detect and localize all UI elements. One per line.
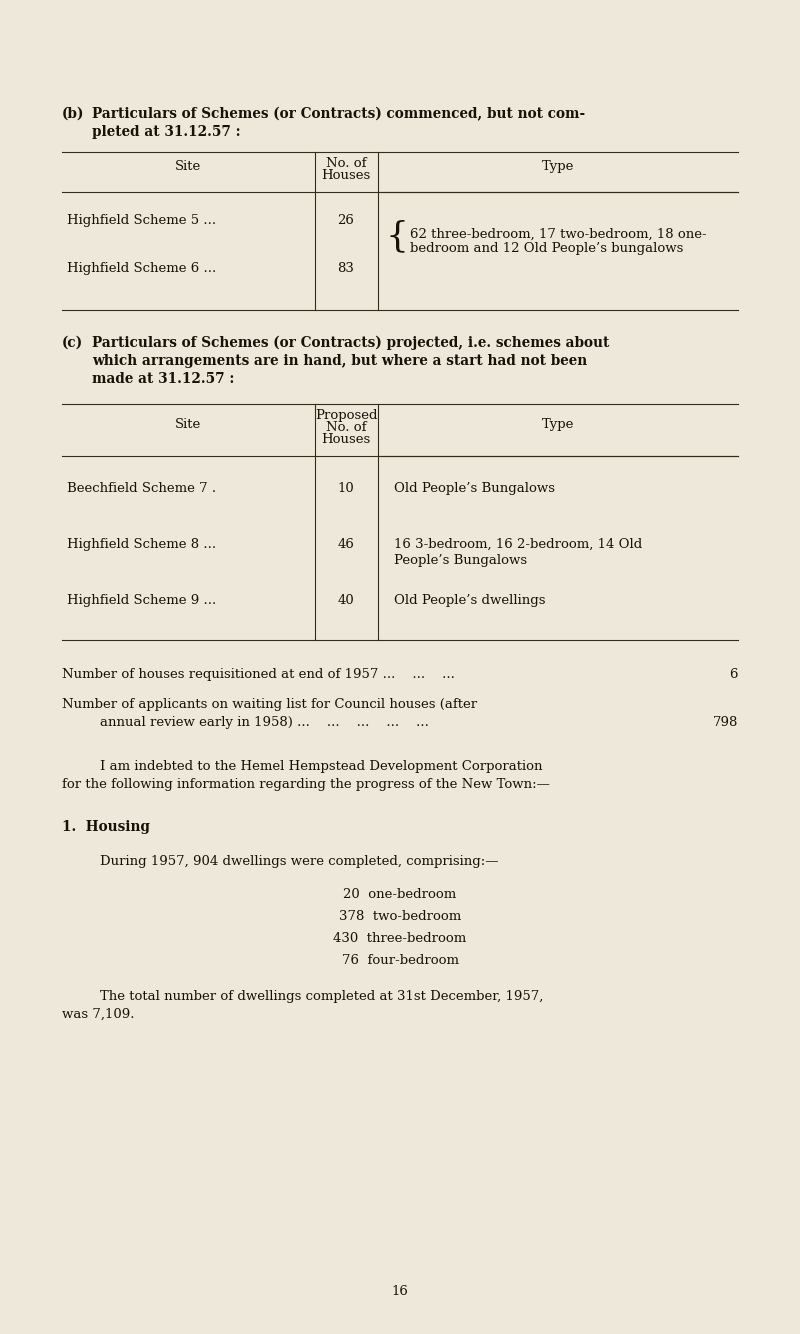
Text: 430  three-bedroom: 430 three-bedroom <box>334 932 466 944</box>
Text: I am indebted to the Hemel Hempstead Development Corporation: I am indebted to the Hemel Hempstead Dev… <box>100 760 542 772</box>
Text: Old People’s dwellings: Old People’s dwellings <box>394 594 546 607</box>
Text: 6: 6 <box>730 668 738 680</box>
Text: Houses: Houses <box>322 434 370 446</box>
Text: During 1957, 904 dwellings were completed, comprising:—: During 1957, 904 dwellings were complete… <box>100 855 498 868</box>
Text: 26: 26 <box>338 213 354 227</box>
Text: pleted at 31.12.57 :: pleted at 31.12.57 : <box>92 125 241 139</box>
Text: 76  four-bedroom: 76 four-bedroom <box>342 954 458 967</box>
Text: 16: 16 <box>391 1285 409 1298</box>
Text: Old People’s Bungalows: Old People’s Bungalows <box>394 482 555 495</box>
Text: Number of houses requisitioned at end of 1957 ...    ...    ...: Number of houses requisitioned at end of… <box>62 668 455 680</box>
Text: Particulars of Schemes (or Contracts) projected, i.e. schemes about: Particulars of Schemes (or Contracts) pr… <box>92 336 610 351</box>
Text: Highfield Scheme 9 ...: Highfield Scheme 9 ... <box>67 594 216 607</box>
Text: Beechfield Scheme 7 .: Beechfield Scheme 7 . <box>67 482 216 495</box>
Text: 83: 83 <box>338 261 354 275</box>
Text: No. of: No. of <box>326 157 366 169</box>
Text: 16 3-bedroom, 16 2-bedroom, 14 Old: 16 3-bedroom, 16 2-bedroom, 14 Old <box>394 538 642 551</box>
Text: Particulars of Schemes (or Contracts) commenced, but not com-: Particulars of Schemes (or Contracts) co… <box>92 107 585 121</box>
Text: Type: Type <box>542 160 574 173</box>
Text: which arrangements are in hand, but where a start had not been: which arrangements are in hand, but wher… <box>92 354 587 368</box>
Text: 62 three-bedroom, 17 two-bedroom, 18 one-: 62 three-bedroom, 17 two-bedroom, 18 one… <box>410 228 706 241</box>
Text: 1.  Housing: 1. Housing <box>62 820 150 834</box>
Text: Proposed: Proposed <box>314 410 378 422</box>
Text: 10: 10 <box>338 482 354 495</box>
Text: {: { <box>386 219 409 253</box>
Text: Site: Site <box>175 160 201 173</box>
Text: 798: 798 <box>713 716 738 728</box>
Text: made at 31.12.57 :: made at 31.12.57 : <box>92 372 234 386</box>
Text: Highfield Scheme 6 ...: Highfield Scheme 6 ... <box>67 261 216 275</box>
Text: bedroom and 12 Old People’s bungalows: bedroom and 12 Old People’s bungalows <box>410 241 683 255</box>
Text: Number of applicants on waiting list for Council houses (after: Number of applicants on waiting list for… <box>62 698 477 711</box>
Text: People’s Bungalows: People’s Bungalows <box>394 554 527 567</box>
Text: 40: 40 <box>338 594 354 607</box>
Text: (b): (b) <box>62 107 84 121</box>
Text: Type: Type <box>542 418 574 431</box>
Text: The total number of dwellings completed at 31st December, 1957,: The total number of dwellings completed … <box>100 990 543 1003</box>
Text: Highfield Scheme 8 ...: Highfield Scheme 8 ... <box>67 538 216 551</box>
Text: for the following information regarding the progress of the New Town:—: for the following information regarding … <box>62 778 550 791</box>
Text: annual review early in 1958) ...    ...    ...    ...    ...: annual review early in 1958) ... ... ...… <box>100 716 429 728</box>
Text: (c): (c) <box>62 336 83 350</box>
Text: was 7,109.: was 7,109. <box>62 1009 134 1021</box>
Text: Houses: Houses <box>322 169 370 181</box>
Text: 46: 46 <box>338 538 354 551</box>
Text: Site: Site <box>175 418 201 431</box>
Text: 20  one-bedroom: 20 one-bedroom <box>343 888 457 900</box>
Text: Highfield Scheme 5 ...: Highfield Scheme 5 ... <box>67 213 216 227</box>
Text: 378  two-bedroom: 378 two-bedroom <box>339 910 461 923</box>
Text: No. of: No. of <box>326 422 366 434</box>
